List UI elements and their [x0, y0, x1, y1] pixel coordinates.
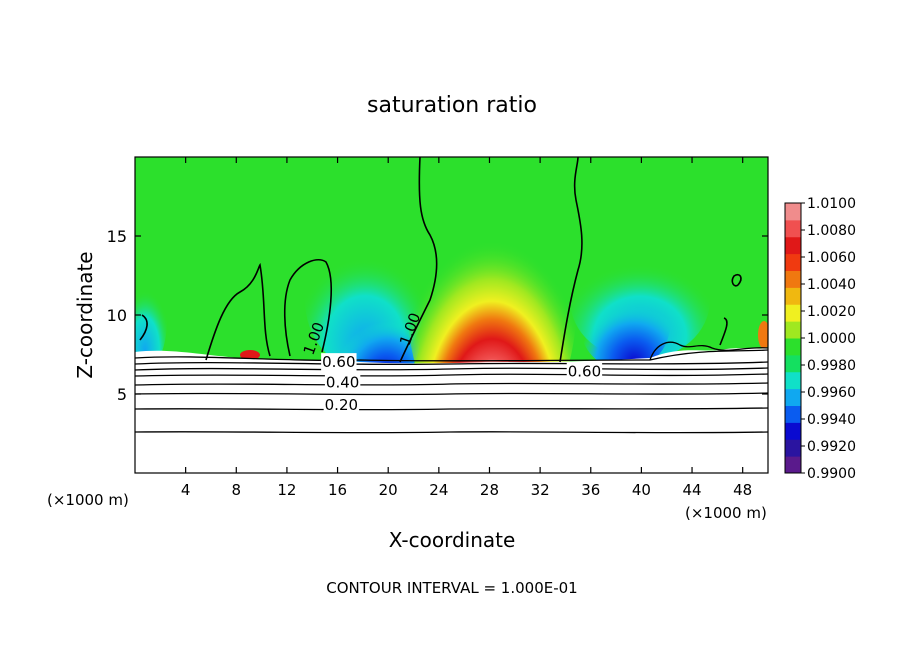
colorbar-tick-label: 1.0080: [807, 223, 856, 239]
hotspot-left: [240, 350, 260, 360]
contour-label-halo: [323, 395, 360, 414]
cyan-patch-left: [135, 270, 167, 370]
colorbar-swatch: [785, 219, 801, 238]
x-tick-label: 40: [632, 481, 651, 499]
colorbar-swatch: [785, 203, 801, 221]
y-tick-label: 5: [117, 385, 127, 404]
colorbar-tick-label: 0.9940: [807, 412, 856, 428]
colorbar-swatch: [785, 253, 801, 271]
x-tick-label: 44: [682, 481, 701, 499]
contour-interval-note: CONTOUR INTERVAL = 1.000E-01: [326, 579, 577, 597]
colorbar-swatch: [785, 287, 801, 305]
blue-region-right: [580, 280, 670, 370]
colorbar-swatch: [785, 338, 801, 356]
x-tick-label: 32: [531, 481, 550, 499]
hotspot-right: [758, 321, 768, 349]
x-unit-right: (×1000 m): [685, 504, 767, 522]
upper-contours: [139, 157, 742, 363]
colorbar-tick-label: 0.9960: [807, 385, 856, 401]
colorbar-swatch: [785, 236, 801, 255]
x-tick-label: 24: [429, 481, 448, 499]
x-tick-label: 20: [379, 481, 398, 499]
colorbar-tick-label: 0.9900: [807, 466, 856, 482]
x-unit-left: (×1000 m): [47, 491, 129, 509]
colorbar-swatch: [785, 371, 801, 390]
colorbar-swatch: [785, 405, 801, 423]
contour-label-halo: [566, 362, 603, 381]
layer-contours: [135, 341, 768, 434]
colorbar-tick-label: 0.9920: [807, 439, 856, 455]
y-axis: 5 10 15: [107, 227, 768, 404]
lower-layer: [135, 348, 768, 473]
colorbar-tick-label: 1.0040: [807, 277, 856, 293]
plot-field: [135, 157, 768, 473]
colorbar-tick-label: 1.0100: [807, 196, 856, 212]
colorbar-swatch: [785, 422, 801, 440]
contour-label: 0.60: [568, 363, 601, 381]
x-axis: 4 8 12 16 20 24 28 32 36 40 44 48: [181, 157, 752, 499]
x-tick-label: 28: [480, 481, 499, 499]
x-tick-label: 16: [328, 481, 347, 499]
x-tick-label: 4: [181, 481, 191, 499]
y-tick-label: 15: [107, 227, 127, 246]
y-axis-label: Z-coordinate: [73, 251, 97, 378]
colorbar-tick-label: 0.9980: [807, 358, 856, 374]
contour-label: 0.40: [326, 374, 359, 392]
colorbar-swatch: [785, 270, 801, 288]
colorbar-swatch: [785, 304, 801, 322]
x-axis-label: X-coordinate: [389, 528, 516, 552]
x-tick-label: 12: [277, 481, 296, 499]
x-tick-label: 48: [733, 481, 752, 499]
colorbar-tick-label: 1.0000: [807, 331, 856, 347]
colorbar-swatch: [785, 321, 801, 339]
contour-label-halo: [321, 353, 357, 372]
contour-label: 0.60: [322, 353, 355, 371]
colorbar-tick-label: 1.0060: [807, 250, 856, 266]
x-tick-label: 8: [232, 481, 242, 499]
colorbar-swatch: [785, 388, 801, 406]
colorbar-tick-label: 1.0020: [807, 304, 856, 320]
colorbar-swatch: [785, 456, 801, 474]
chart-title: saturation ratio: [367, 93, 537, 118]
contour-label: 0.20: [325, 396, 358, 414]
y-tick-label: 10: [107, 306, 127, 325]
colorbar: 1.0100 1.0080 1.0060 1.0040 1.0020 1.0000 0.99…: [784, 196, 856, 482]
x-tick-label: 36: [581, 481, 600, 499]
colorbar-swatch: [785, 354, 801, 373]
contour-label-halo: [324, 373, 361, 392]
colorbar-swatch: [785, 439, 801, 457]
